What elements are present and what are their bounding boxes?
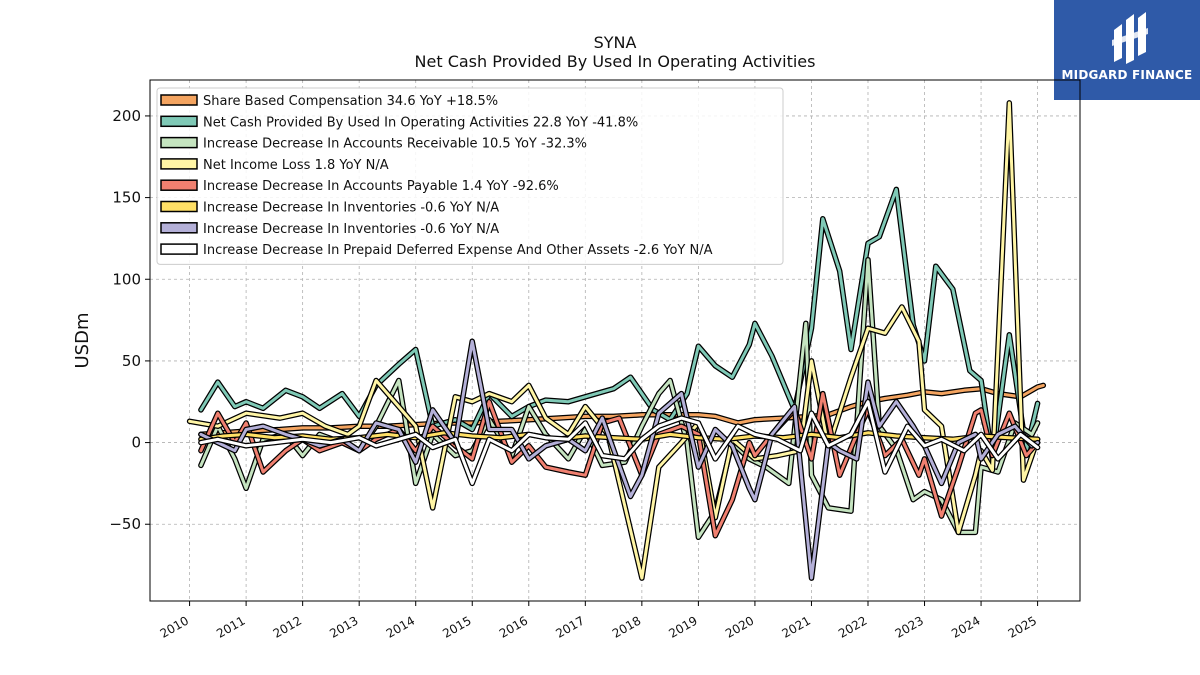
series-stroke <box>188 101 1040 580</box>
x-tick-label: 2016 <box>497 613 530 640</box>
brand-name: MIDGARD FINANCE <box>1061 68 1193 82</box>
y-tick-label: 50 <box>122 352 141 370</box>
legend-entry: Increase Decrease In Accounts Payable 1.… <box>203 179 559 194</box>
x-tick-label: 2019 <box>666 613 699 640</box>
x-tick-label: 2014 <box>384 613 417 640</box>
chart-subtitle: Net Cash Provided By Used In Operating A… <box>414 52 816 71</box>
legend-entry: Share Based Compensation 34.6 YoY +18.5% <box>203 94 498 109</box>
legend-entry: Increase Decrease In Accounts Receivable… <box>203 137 587 152</box>
x-tick-label: 2024 <box>949 613 982 640</box>
y-tick-label: 0 <box>131 434 141 452</box>
x-tick-label: 2013 <box>327 613 360 640</box>
y-tick-label: −50 <box>109 515 141 533</box>
legend-box <box>156 87 784 265</box>
midgard-logo-icon <box>1112 12 1148 64</box>
series-stroke <box>199 431 1040 441</box>
x-tick-label: 2017 <box>553 613 586 640</box>
legend-swatch <box>160 179 198 191</box>
x-tick-label: 2025 <box>1006 613 1039 640</box>
x-tick-label: 2020 <box>723 613 756 640</box>
legend-swatch <box>160 222 198 234</box>
legend-swatch <box>160 94 198 106</box>
legend-swatch <box>160 136 198 149</box>
x-tick-label: 2021 <box>780 613 813 640</box>
series-line <box>186 100 1041 581</box>
brand-logo: MIDGARD FINANCE <box>1054 0 1200 100</box>
legend-entry: Net Income Loss 1.8 YoY N/A <box>203 158 389 173</box>
x-tick-label: 2018 <box>610 613 643 640</box>
legend-swatch <box>160 243 198 255</box>
plot-frame <box>149 79 1081 602</box>
y-tick-label: 150 <box>112 189 141 207</box>
y-axis-label: USDm <box>72 313 93 369</box>
x-tick-label: 2012 <box>271 613 304 640</box>
series-line <box>198 398 1041 487</box>
y-tick-label: 200 <box>112 107 141 125</box>
legend: Share Based Compensation 34.6 YoY +18.5%… <box>156 87 784 265</box>
legend-entry: Increase Decrease In Inventories -0.6 Yo… <box>203 222 499 237</box>
series-line <box>198 430 1041 443</box>
legend-entry: Net Cash Provided By Used In Operating A… <box>203 115 638 130</box>
x-tick-label: 2011 <box>214 613 247 640</box>
legend-swatch <box>160 200 198 213</box>
series-stroke <box>199 400 1040 485</box>
legend-swatch <box>160 158 198 170</box>
x-tick-label: 2015 <box>440 613 473 640</box>
y-tick-label: 100 <box>112 270 141 288</box>
series-layer <box>186 100 1047 581</box>
x-tick-label: 2022 <box>836 613 869 640</box>
x-tick-label: 2010 <box>158 613 191 640</box>
legend-entry: Increase Decrease In Prepaid Deferred Ex… <box>203 243 713 258</box>
legend-entry: Increase Decrease In Inventories -0.6 Yo… <box>203 201 499 216</box>
chart-title: SYNA <box>593 33 637 52</box>
x-tick-label: 2023 <box>893 613 926 640</box>
legend-swatch <box>160 115 198 128</box>
